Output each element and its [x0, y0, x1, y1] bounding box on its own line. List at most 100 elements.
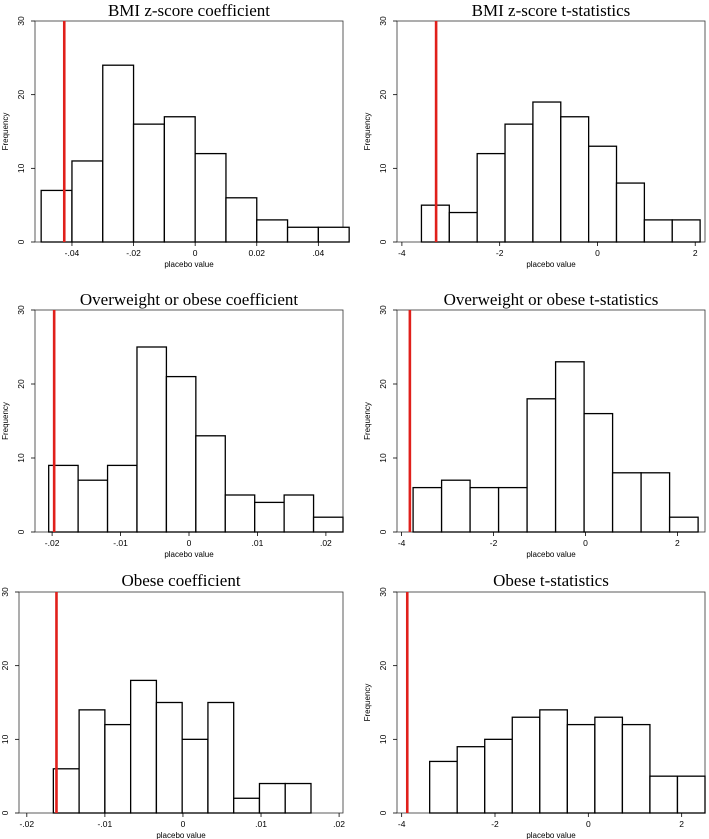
y-tick-label: 10 — [0, 734, 10, 744]
histogram-bar — [532, 101, 562, 243]
x-tick-label: .04 — [312, 248, 324, 258]
x-axis-label: placebo value — [164, 260, 214, 269]
y-tick-label: 20 — [378, 379, 388, 389]
histogram-bar — [566, 723, 596, 814]
y-tick-label: 20 — [16, 379, 26, 389]
histogram-bar — [283, 494, 315, 533]
x-tick-label: 0.02 — [248, 248, 265, 258]
histogram-bar — [136, 346, 168, 533]
x-axis-label: placebo value — [526, 550, 576, 559]
y-tick-label: 20 — [0, 661, 10, 671]
histogram-bar — [317, 226, 350, 243]
x-axis-label: placebo value — [526, 831, 576, 839]
x-tick-label: 0 — [193, 248, 198, 258]
histogram-bar — [476, 152, 506, 243]
histogram-bar — [448, 211, 478, 243]
panel-title: BMI z-score coefficient — [108, 1, 270, 20]
y-tick-label: 0 — [378, 529, 388, 534]
histogram-bar — [676, 775, 706, 814]
x-tick-label: .01 — [252, 538, 264, 548]
histogram-bar — [611, 472, 642, 533]
x-tick-label: -.02 — [45, 538, 60, 548]
panel-title: Obese t-statistics — [493, 571, 609, 590]
histogram-bar — [469, 486, 500, 533]
y-tick-label: 30 — [378, 16, 388, 26]
y-tick-label: 30 — [378, 587, 388, 597]
x-tick-label: 2 — [679, 819, 684, 829]
y-axis-label: Frequency — [1, 113, 10, 151]
x-tick-label: -2 — [490, 538, 498, 548]
y-tick-label: 0 — [16, 239, 26, 244]
histogram-bar — [106, 464, 138, 533]
x-tick-label: -2 — [491, 819, 499, 829]
histogram-bar — [583, 412, 614, 533]
x-tick-label: 0 — [187, 538, 192, 548]
histogram-bar — [312, 516, 344, 533]
x-tick-label: 2 — [675, 538, 680, 548]
histogram-bar — [132, 123, 166, 243]
histogram-bar — [224, 494, 256, 533]
x-tick-label: 2 — [693, 248, 698, 258]
x-tick-label: -.01 — [98, 819, 113, 829]
y-tick-label: 0 — [16, 529, 26, 534]
histogram-bar — [129, 679, 158, 814]
y-tick-label: 30 — [16, 16, 26, 26]
y-tick-label: 20 — [16, 90, 26, 100]
x-tick-label: 0 — [595, 248, 600, 258]
histogram-bar — [456, 746, 486, 814]
x-tick-label: .02 — [320, 538, 332, 548]
histogram-bar — [504, 123, 534, 243]
histogram-bar — [77, 479, 109, 533]
histogram-bar — [256, 219, 289, 243]
histogram-bar — [640, 472, 671, 533]
panel-title: BMI z-score t-statistics — [472, 1, 631, 20]
x-tick-label: .02 — [333, 819, 345, 829]
y-axis-label: Frequency — [363, 402, 372, 440]
histogram-bar — [102, 64, 135, 243]
y-tick-label: 30 — [378, 305, 388, 315]
histogram-bar — [71, 160, 104, 243]
y-tick-label: 30 — [16, 305, 26, 315]
histogram-bar — [258, 782, 286, 814]
y-tick-label: 30 — [0, 587, 10, 597]
histogram-bar — [104, 723, 132, 814]
x-axis-label: placebo value — [164, 550, 214, 559]
histogram-bar — [181, 738, 209, 814]
x-tick-label: 0 — [181, 819, 186, 829]
histogram-bar — [643, 219, 673, 243]
histogram-bar — [560, 116, 590, 243]
histogram-bar — [412, 486, 443, 533]
panel-title: Obese coefficient — [121, 571, 240, 590]
histogram-bar — [440, 479, 471, 533]
histogram-panel-4: Overweight or obese t-statistics-4 -2 0 201… — [363, 290, 706, 559]
x-axis-label: placebo value — [526, 260, 576, 269]
x-tick-label: -4 — [398, 819, 406, 829]
histogram-bar — [594, 716, 624, 814]
y-tick-label: 10 — [378, 163, 388, 173]
x-tick-label: .01 — [255, 819, 267, 829]
histogram-bar — [511, 716, 541, 814]
histogram-bar — [225, 197, 258, 243]
panel-title: Overweight or obese t-statistics — [444, 290, 659, 309]
y-tick-label: 0 — [0, 810, 10, 815]
histogram-bar — [621, 723, 651, 814]
histogram-bar — [194, 152, 227, 243]
histogram-bar — [668, 516, 699, 533]
histogram-bar — [286, 226, 320, 243]
histogram-bar — [484, 738, 513, 814]
y-tick-label: 10 — [378, 453, 388, 463]
y-axis-label: Frequency — [363, 684, 372, 722]
y-axis-label: Frequency — [363, 113, 372, 151]
y-tick-label: 0 — [378, 810, 388, 815]
histogram-bar — [429, 760, 458, 814]
y-tick-label: 0 — [378, 239, 388, 244]
histogram-bar — [284, 782, 312, 814]
histogram-bar — [254, 501, 285, 533]
histogram-bar — [195, 435, 226, 533]
histogram-panel-1: BMI z-score coefficient -.04 -.02 0 0.02 .04 0… — [1, 1, 350, 269]
histogram-bar — [155, 701, 183, 814]
x-tick-label: 0 — [586, 819, 591, 829]
histogram-bar — [539, 709, 568, 814]
histogram-bar — [526, 398, 557, 533]
